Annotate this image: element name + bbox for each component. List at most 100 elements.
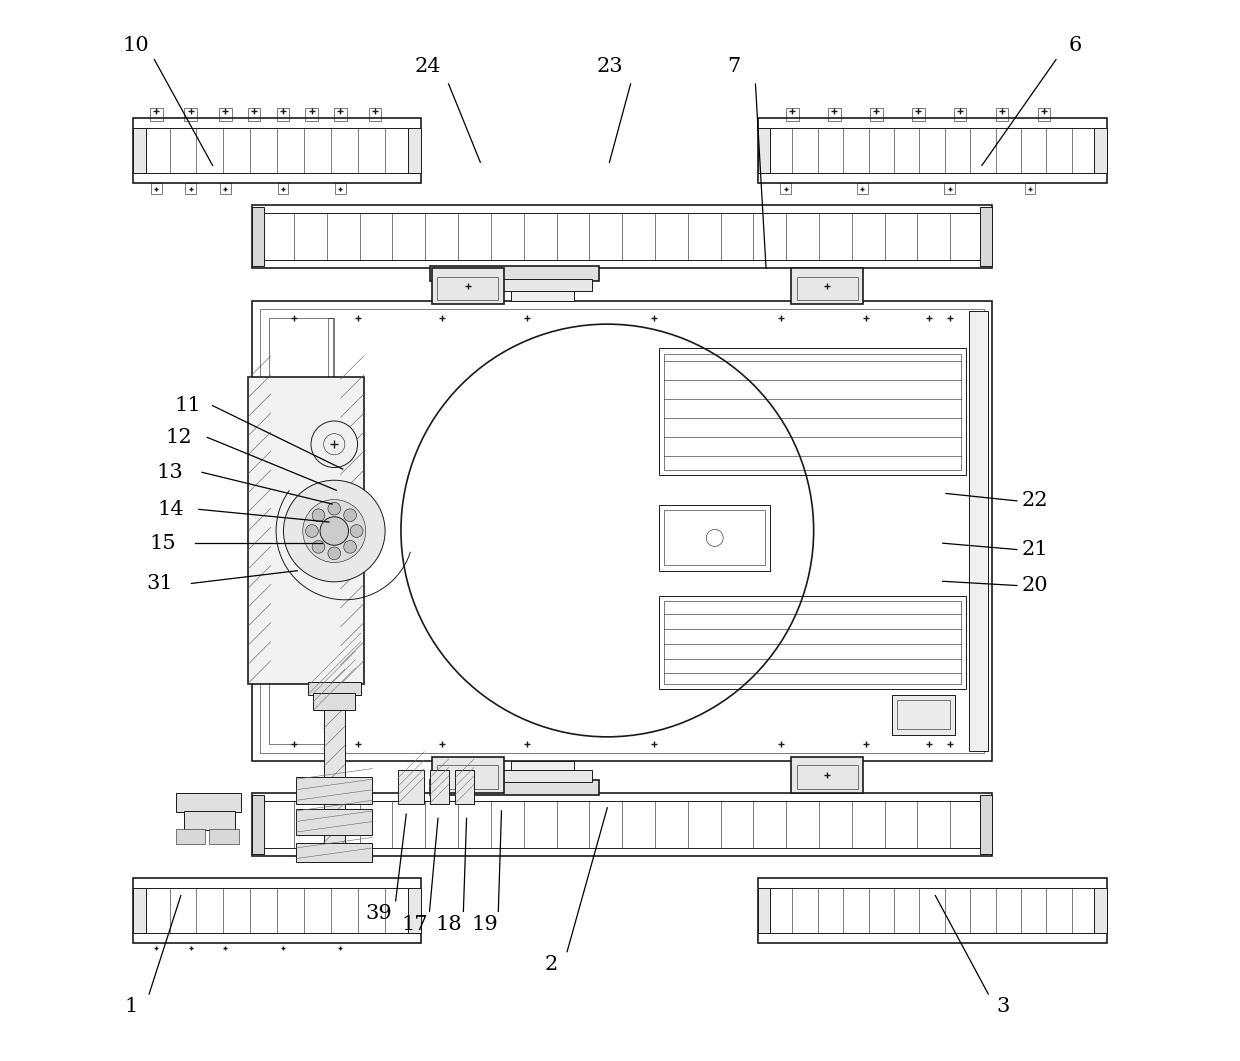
Bar [432,268,503,305]
Text: 20: 20 [1022,576,1048,595]
Bar [898,700,950,730]
Bar [269,318,335,744]
Bar [436,268,501,301]
Bar [296,777,372,803]
Bar [252,301,992,761]
Bar [255,801,988,848]
Bar [185,108,197,121]
Bar [758,128,770,173]
Bar [758,877,1107,943]
Circle shape [327,502,341,515]
Circle shape [343,540,356,553]
Bar [334,108,347,121]
Bar [797,765,858,788]
Bar [511,268,574,301]
Text: 19: 19 [471,915,498,934]
Circle shape [312,540,325,553]
Bar [139,128,415,173]
Text: 12: 12 [165,428,192,447]
Bar [665,510,765,566]
Bar [660,505,770,571]
Text: 6: 6 [1069,36,1081,55]
Bar [219,108,232,121]
Bar [1094,888,1107,933]
Bar [133,128,146,173]
Bar [252,207,264,266]
Text: 24: 24 [414,57,440,76]
Bar [791,268,863,305]
Circle shape [343,509,356,522]
Circle shape [284,481,386,581]
Bar [296,808,372,835]
Bar [277,108,289,121]
Bar [511,761,574,793]
Text: 7: 7 [728,57,742,76]
Bar [186,184,196,194]
Bar [758,888,770,933]
Text: 31: 31 [146,574,174,593]
Bar [763,888,1101,933]
Circle shape [320,517,348,545]
Bar [151,184,161,194]
Bar [758,118,1107,184]
Bar [260,310,985,752]
Bar [980,795,992,854]
Circle shape [303,500,366,562]
Text: 10: 10 [122,36,149,55]
Bar [455,769,474,803]
Circle shape [312,509,325,522]
Text: 3: 3 [997,997,1009,1016]
Bar [1094,128,1107,173]
Text: 22: 22 [1022,491,1048,510]
Bar [436,277,498,300]
Bar [970,312,988,750]
Bar [176,829,205,843]
Bar [133,118,422,184]
Bar [980,207,992,266]
Bar [780,184,791,194]
Bar [828,108,841,121]
Bar [408,888,422,933]
Bar [219,184,231,194]
Bar [150,108,162,121]
Bar [184,811,234,830]
Bar [252,205,992,268]
Text: 21: 21 [1022,540,1048,559]
Bar [398,769,424,803]
Bar [133,877,422,943]
Bar [857,184,868,194]
Bar [1024,184,1035,194]
Bar [797,277,858,300]
Bar [278,184,288,194]
Bar [296,842,372,862]
Text: 13: 13 [157,463,184,482]
Bar [996,108,1008,121]
Text: 11: 11 [175,396,202,415]
Circle shape [305,525,319,537]
Text: 23: 23 [596,57,622,76]
Text: 18: 18 [435,915,461,934]
Bar [911,108,925,121]
Bar [1038,108,1050,121]
Bar [252,795,264,854]
Bar [763,128,1101,173]
Bar [660,596,966,690]
Text: 39: 39 [366,904,392,923]
Circle shape [350,525,363,537]
Text: 1: 1 [124,997,138,1016]
Bar [434,279,593,292]
Bar [429,266,599,281]
Bar [954,108,966,121]
Bar [210,829,239,843]
Bar [892,695,956,734]
Bar [870,108,883,121]
Bar [368,108,382,121]
Bar [429,769,449,803]
Bar [305,108,317,121]
Text: 2: 2 [544,955,558,974]
Text: 14: 14 [157,500,184,519]
Bar [248,108,260,121]
Bar [176,793,241,812]
Text: 15: 15 [150,534,176,553]
Bar [408,128,422,173]
